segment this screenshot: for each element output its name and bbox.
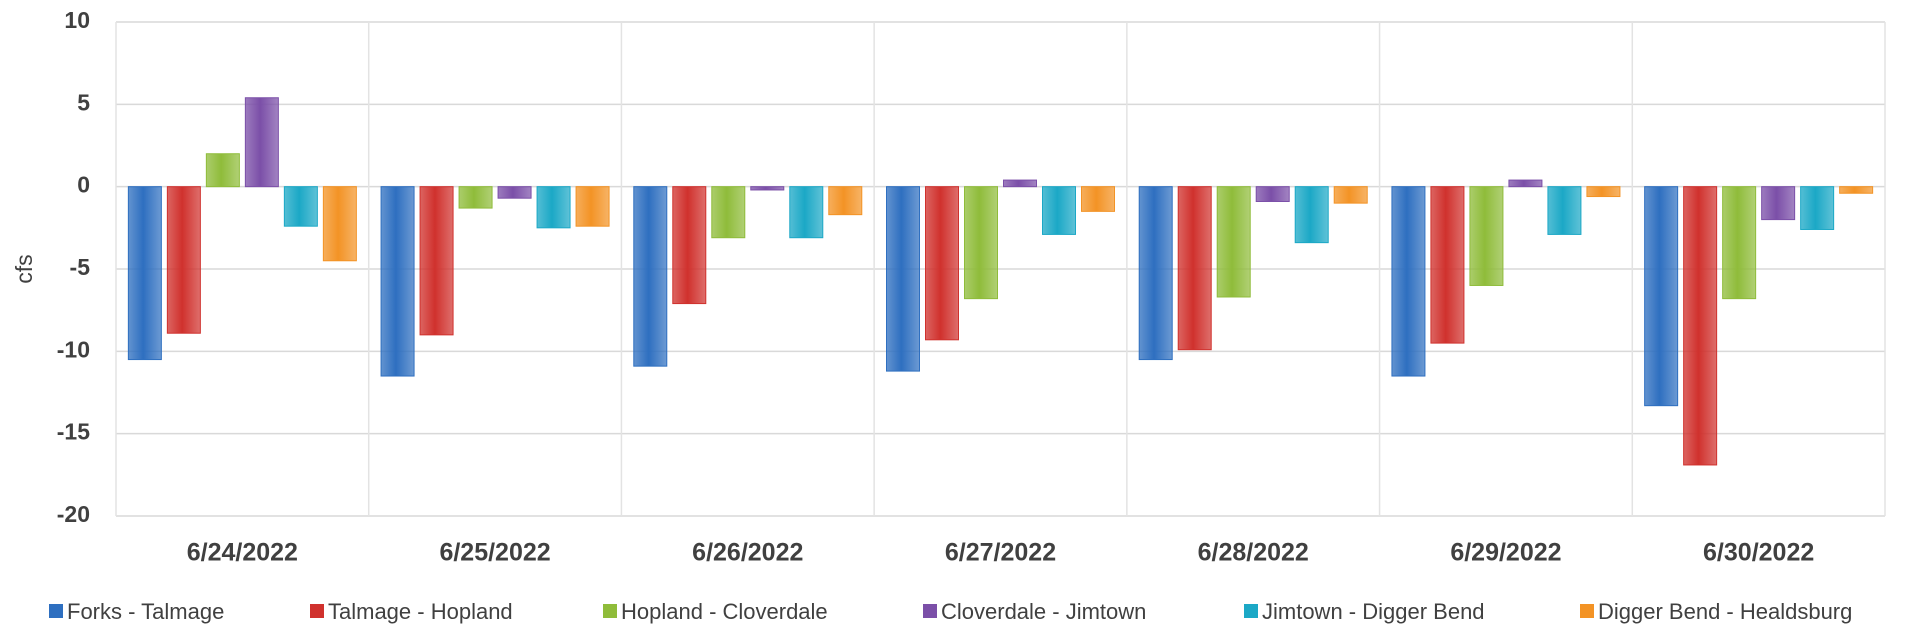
y-tick-label: -15	[57, 419, 90, 445]
bar	[711, 186, 746, 239]
bar	[283, 186, 318, 227]
bar	[127, 186, 162, 361]
bar	[964, 186, 998, 300]
x-tick-label: 6/24/2022	[187, 539, 298, 567]
bar	[1508, 179, 1543, 188]
bar	[1333, 186, 1368, 204]
bar	[1081, 186, 1115, 212]
bar	[1255, 186, 1290, 202]
y-axis-label: cfs	[11, 254, 37, 283]
bar	[322, 186, 357, 262]
bar	[1216, 186, 1251, 298]
y-tick-label: -20	[57, 501, 90, 527]
x-tick-label: 6/29/2022	[1450, 539, 1561, 567]
x-tick-label: 6/25/2022	[439, 539, 550, 567]
bar	[672, 186, 707, 305]
y-tick-label: -5	[70, 254, 91, 280]
x-tick-label: 6/27/2022	[945, 539, 1056, 567]
bar	[244, 97, 279, 188]
bar	[1430, 186, 1465, 344]
bar	[633, 186, 668, 367]
y-tick-label: 5	[77, 89, 90, 115]
bar	[1761, 186, 1796, 221]
y-tick-label: 10	[64, 7, 90, 33]
bar	[886, 186, 920, 372]
bar	[1839, 186, 1874, 194]
bar	[789, 186, 824, 239]
y-tick-label: -10	[57, 336, 90, 362]
x-tick-label: 6/28/2022	[1198, 539, 1309, 567]
bar	[497, 186, 532, 199]
bar	[575, 186, 610, 227]
bar	[828, 186, 863, 216]
bar	[1042, 186, 1076, 235]
bar	[1138, 186, 1173, 361]
legend-swatch	[1580, 604, 1594, 618]
bar	[1177, 186, 1212, 351]
bar	[1547, 186, 1582, 235]
legend-label: Hopland - Cloverdale	[621, 599, 828, 624]
legend-swatch	[49, 604, 63, 618]
bar	[166, 186, 201, 334]
legend-label: Digger Bend - Healdsburg	[1598, 599, 1852, 624]
bar	[1683, 186, 1718, 466]
bar	[380, 186, 415, 377]
legend-label: Talmage - Hopland	[328, 599, 513, 624]
legend-swatch	[310, 604, 324, 618]
bar	[1391, 186, 1426, 377]
legend-label: Cloverdale - Jimtown	[941, 599, 1146, 624]
legend-swatch	[603, 604, 617, 618]
bar	[1722, 186, 1757, 300]
legend-label: Forks - Talmage	[67, 599, 224, 624]
bar	[536, 186, 571, 229]
x-tick-label: 6/30/2022	[1703, 539, 1814, 567]
x-tick-label: 6/26/2022	[692, 539, 803, 567]
bar	[1003, 179, 1037, 188]
bar	[750, 186, 785, 191]
bar	[1644, 186, 1679, 407]
bar	[1294, 186, 1329, 244]
bar	[1800, 186, 1835, 230]
bar	[925, 186, 959, 341]
bar	[419, 186, 454, 336]
bar	[1586, 186, 1621, 198]
bar	[458, 186, 493, 209]
y-tick-label: 0	[77, 172, 90, 198]
legend-swatch	[923, 604, 937, 618]
legend-label: Jimtown - Digger Bend	[1262, 599, 1485, 624]
bar	[1469, 186, 1504, 286]
bar	[205, 153, 240, 188]
legend-swatch	[1244, 604, 1258, 618]
